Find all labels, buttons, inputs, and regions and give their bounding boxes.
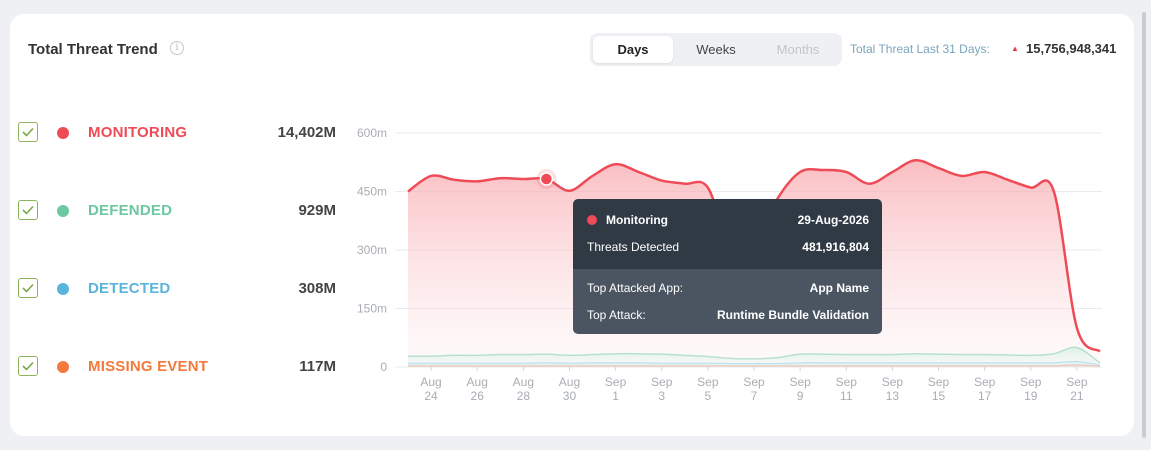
tooltip-attack-value: Runtime Bundle Validation — [716, 308, 869, 322]
tooltip-app-label: Top Attacked App: — [587, 281, 684, 295]
legend-item-detected: DETECTED 308M — [18, 277, 336, 301]
total-threat-value: 15,756,948,341 — [1026, 41, 1117, 56]
legend-label: MONITORING — [88, 124, 188, 141]
defended-line — [407, 346, 1101, 364]
legend-dot — [57, 361, 69, 373]
x-tick-label: Sep — [836, 375, 858, 389]
tooltip-attack-label: Top Attack: — [587, 308, 646, 322]
x-tick-label: Aug — [513, 375, 534, 389]
x-tick-label: 24 — [424, 389, 438, 403]
x-tick-label: Sep — [789, 375, 811, 389]
x-tick-label: Sep — [882, 375, 904, 389]
y-tick-label: 450m — [357, 185, 387, 199]
x-tick-label: Aug — [559, 375, 580, 389]
info-icon[interactable]: i — [170, 41, 184, 55]
defended-checkbox[interactable] — [18, 200, 38, 220]
x-tick-label: 21 — [1070, 389, 1084, 403]
y-tick-label: 150m — [357, 302, 387, 316]
legend-label: DETECTED — [88, 280, 171, 297]
trend-up-icon: ▲ — [1011, 44, 1019, 53]
legend-value: 14,402M — [277, 124, 336, 141]
missing-event-checkbox[interactable] — [18, 356, 38, 376]
legend-item-defended: DEFENDED 929M — [18, 199, 336, 223]
x-tick-label: 3 — [658, 389, 665, 403]
x-tick-label: Sep — [1020, 375, 1042, 389]
legend-label: MISSING EVENT — [88, 358, 209, 375]
x-tick-label: 15 — [932, 389, 946, 403]
tooltip-threats-value: 481,916,804 — [802, 240, 869, 254]
x-tick-label: 26 — [471, 389, 485, 403]
x-tick-label: Sep — [974, 375, 996, 389]
defended-area — [408, 347, 1100, 367]
x-tick-label: 9 — [797, 389, 804, 403]
legend-value: 117M — [299, 358, 336, 375]
tab-weeks[interactable]: Weeks — [696, 42, 736, 57]
monitoring-checkbox[interactable] — [18, 122, 38, 142]
x-tick-label: 17 — [978, 389, 992, 403]
total-threat-label: Total Threat Last 31 Days: — [850, 42, 990, 56]
tab-months: Months — [776, 42, 820, 57]
tab-days[interactable]: Days — [593, 36, 673, 63]
legend-item-missing-event: MISSING EVENT 117M — [18, 355, 336, 379]
legend-value: 308M — [298, 280, 336, 297]
scrollbar[interactable] — [1142, 12, 1146, 438]
y-tick-label: 600m — [357, 126, 387, 140]
x-tick-label: Sep — [697, 375, 719, 389]
legend-label: DEFENDED — [88, 202, 173, 219]
highlight-point — [539, 172, 554, 186]
x-tick-label: Sep — [743, 375, 765, 389]
tooltip-series-dot — [587, 215, 597, 225]
x-tick-label: 19 — [1024, 389, 1038, 403]
marker-layer — [536, 169, 557, 190]
legend-dot — [57, 127, 69, 139]
check-icon — [22, 361, 34, 371]
x-tick-label: Sep — [928, 375, 950, 389]
check-icon — [22, 127, 34, 137]
detected-checkbox[interactable] — [18, 278, 38, 298]
x-tick-label: Sep — [605, 375, 627, 389]
check-icon — [22, 283, 34, 293]
tooltip-threats-label: Threats Detected — [587, 240, 680, 254]
tooltip-app-value: App Name — [809, 281, 869, 295]
tooltip-date: 29-Aug-2026 — [797, 213, 869, 227]
x-tick-label: 1 — [612, 389, 619, 403]
x-tick-label: 13 — [886, 389, 900, 403]
missing-event-line — [407, 364, 1101, 367]
tooltip-header: Monitoring 29-Aug-2026 Threats Detected … — [573, 199, 882, 269]
x-tick-label: Sep — [651, 375, 673, 389]
tooltip-series-name: Monitoring — [606, 213, 668, 227]
detected-area — [408, 361, 1100, 367]
missing-event-area — [408, 365, 1100, 367]
x-tick-label: 28 — [517, 389, 531, 403]
legend-dot — [57, 283, 69, 295]
x-tick-label: 11 — [840, 389, 853, 403]
x-tick-label: Aug — [467, 375, 488, 389]
chart-tooltip: Monitoring 29-Aug-2026 Threats Detected … — [573, 199, 882, 334]
tooltip-details: Top Attacked App: App Name Top Attack: R… — [573, 269, 882, 334]
x-tick-label: 7 — [751, 389, 758, 403]
detected-line — [408, 360, 1101, 366]
x-tick-label: Sep — [1066, 375, 1088, 389]
x-tick-layer: Aug24Aug26Aug28Aug30Sep1Sep3Sep5Sep7Sep9… — [420, 367, 1088, 403]
x-tick-label: 30 — [563, 389, 577, 403]
y-tick-label: 0 — [380, 360, 387, 374]
x-tick-label: Aug — [420, 375, 441, 389]
legend-value: 929M — [298, 202, 336, 219]
check-icon — [22, 205, 34, 215]
card-title: Total Threat Trend — [28, 41, 158, 58]
legend-item-monitoring: MONITORING 14,402M — [18, 121, 336, 145]
y-tick-label: 300m — [357, 243, 387, 257]
x-tick-label: 5 — [705, 389, 712, 403]
legend-dot — [57, 205, 69, 217]
period-toggle: Days Weeks Months — [590, 33, 842, 66]
